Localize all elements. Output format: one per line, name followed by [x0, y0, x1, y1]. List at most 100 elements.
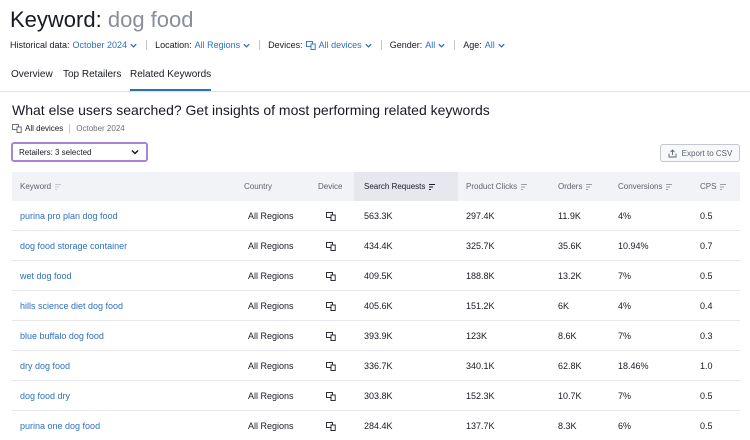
devices-icon [326, 361, 336, 371]
cps-cell: 0.5 [700, 391, 713, 401]
devices-icon [326, 331, 336, 341]
column-header-label: Device [318, 182, 343, 191]
column-header-keyword[interactable]: Keyword [12, 172, 242, 201]
age-filter[interactable]: Age: All [463, 40, 506, 50]
tab-top-retailers[interactable]: Top Retailers [63, 69, 122, 80]
country-cell: All Regions [248, 331, 294, 341]
historical-data-filter[interactable]: Historical data: October 2024 [10, 40, 138, 50]
table-row: dog food storage container All Regions 4… [12, 231, 740, 261]
product-clicks-cell: 325.7K [466, 241, 495, 251]
cps-cell: 0.3 [700, 331, 713, 341]
filter-bar: Historical data: October 2024 Location: … [10, 38, 506, 52]
devices-icon [326, 241, 336, 251]
product-clicks-cell: 297.4K [466, 211, 495, 221]
retailers-select[interactable]: Retailers: 3 selected [11, 142, 148, 162]
column-header-product-clicks[interactable]: Product Clicks [466, 172, 552, 201]
chevron-down-icon [365, 43, 372, 48]
column-header-device[interactable]: Device [318, 172, 354, 201]
country-cell: All Regions [248, 241, 294, 251]
search-requests-cell: 393.9K [364, 331, 393, 341]
gender-filter[interactable]: Gender: All [390, 40, 447, 50]
section-meta: All devices October 2024 [12, 124, 125, 133]
chevron-down-icon [130, 43, 137, 48]
keyword-link[interactable]: blue buffalo dog food [20, 331, 104, 341]
column-header-country[interactable]: Country [244, 172, 314, 201]
chevron-down-icon [131, 149, 139, 155]
location-label: Location: [155, 40, 192, 50]
search-requests-cell: 336.7K [364, 361, 393, 371]
search-requests-cell: 563.3K [364, 211, 393, 221]
gender-label: Gender: [389, 40, 423, 50]
devices-icon [326, 271, 336, 281]
search-requests-cell: 405.6K [364, 301, 393, 311]
column-header-label: Orders [558, 182, 583, 191]
keyword-link[interactable]: wet dog food [20, 271, 72, 281]
device-cell [326, 201, 346, 231]
keyword-link[interactable]: purina one dog food [20, 421, 101, 431]
conversions-cell: 4% [618, 211, 632, 221]
meta-date: October 2024 [76, 124, 125, 133]
devices-filter[interactable]: Devices: All devices [268, 40, 373, 50]
table-row: blue buffalo dog food All Regions 393.9K… [12, 321, 740, 351]
cps-cell: 0.5 [700, 421, 713, 431]
column-header-label: Keyword [20, 182, 52, 191]
historical-data-value: October 2024 [72, 40, 128, 50]
column-header-label: Search Requests [364, 182, 426, 191]
product-clicks-cell: 152.3K [466, 391, 495, 401]
table-row: hills science diet dog food All Regions … [12, 291, 740, 321]
device-cell [326, 261, 346, 291]
chevron-down-icon [243, 43, 250, 48]
cps-cell: 0.4 [700, 301, 713, 311]
export-csv-button[interactable]: Export to CSV [660, 144, 740, 162]
sort-icon [720, 183, 727, 190]
keyword-link[interactable]: purina pro plan dog food [20, 211, 118, 221]
historical-data-label: Historical data: [10, 40, 70, 50]
gender-value: All [425, 40, 436, 50]
conversions-cell: 4% [618, 301, 632, 311]
sort-icon [55, 183, 62, 190]
devices-icon [12, 124, 22, 133]
country-cell: All Regions [248, 271, 294, 281]
keyword-link[interactable]: dry dog food [20, 361, 71, 371]
keyword-link[interactable]: dog food dry [20, 391, 71, 401]
orders-cell: 6K [558, 301, 570, 311]
tab-overview[interactable]: Overview [11, 69, 53, 80]
country-cell: All Regions [248, 391, 294, 401]
keyword-link[interactable]: dog food storage container [20, 241, 128, 251]
country-cell: All Regions [248, 211, 294, 221]
location-filter[interactable]: Location: All Regions [155, 40, 251, 50]
sort-icon [586, 183, 593, 190]
conversions-cell: 7% [618, 331, 632, 341]
column-header-conversions[interactable]: Conversions [618, 172, 696, 201]
location-value: All Regions [194, 40, 241, 50]
product-clicks-cell: 137.7K [466, 421, 495, 431]
column-header-label: Country [244, 182, 273, 191]
column-header-label: Product Clicks [466, 182, 518, 191]
keywords-table: Keyword Country Device Search Requests P… [12, 172, 740, 440]
filter-divider [146, 40, 148, 50]
orders-cell: 8.6K [558, 331, 577, 341]
table-row: wet dog food All Regions 409.5K 188.8K 1… [12, 261, 740, 291]
column-header-search-requests[interactable]: Search Requests [354, 172, 458, 201]
tab-bar: Overview Top Retailers Related Keywords [0, 62, 750, 92]
orders-cell: 35.6K [558, 241, 582, 251]
table-header: Keyword Country Device Search Requests P… [12, 172, 740, 201]
column-header-orders[interactable]: Orders [558, 172, 614, 201]
orders-cell: 8.3K [558, 421, 577, 431]
filter-divider [259, 40, 261, 50]
country-cell: All Regions [248, 421, 294, 431]
conversions-cell: 7% [618, 391, 632, 401]
cps-cell: 0.5 [700, 271, 713, 281]
section-title: What else users searched? Get insights o… [12, 102, 490, 118]
devices-icon [326, 391, 336, 401]
keyword-link[interactable]: hills science diet dog food [20, 301, 124, 311]
cps-cell: 0.7 [700, 241, 713, 251]
product-clicks-cell: 340.1K [466, 361, 495, 371]
devices-icon [326, 301, 336, 311]
meta-divider [69, 124, 71, 133]
devices-icon [326, 211, 336, 221]
filter-divider [380, 40, 382, 50]
meta-device: All devices [25, 124, 64, 133]
column-header-cps[interactable]: CPS [700, 172, 740, 201]
tab-related-keywords[interactable]: Related Keywords [130, 69, 212, 91]
